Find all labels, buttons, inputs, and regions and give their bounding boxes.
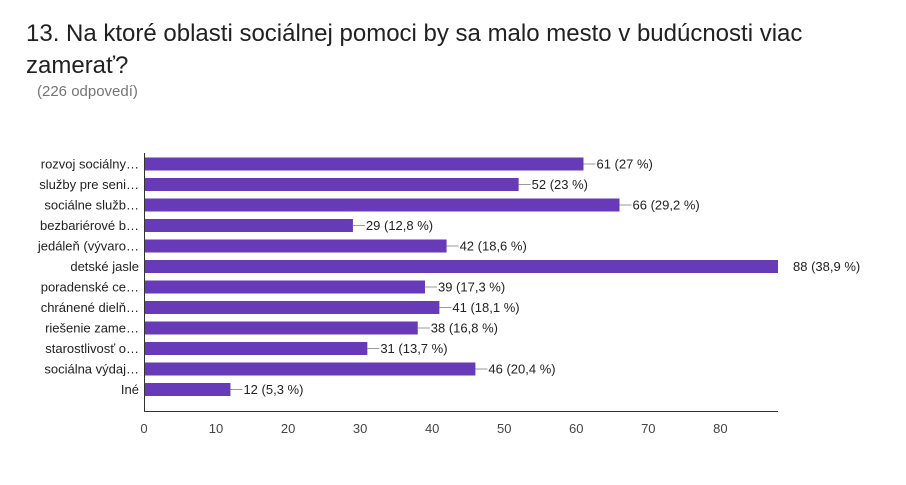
data-label: 29 (12,8 %) <box>366 218 433 233</box>
data-label: 42 (18,6 %) <box>460 239 527 254</box>
x-tick-label: 80 <box>713 421 727 436</box>
bar <box>144 157 584 171</box>
x-tick-label: 10 <box>209 421 223 436</box>
question-title: 13. Na ktoré oblasti sociálnej pomoci by… <box>26 20 803 79</box>
x-tick-label: 70 <box>641 421 655 436</box>
category-label: chránené dielň… <box>41 300 139 315</box>
category-label: jedáleň (vývaro… <box>37 239 139 254</box>
data-label: 52 (23 %) <box>532 177 588 192</box>
category-label: riešenie zame… <box>45 321 139 336</box>
x-tick-label: 30 <box>353 421 367 436</box>
category-label: rozvoj sociálny… <box>41 157 139 172</box>
category-label: Iné <box>121 382 139 397</box>
response-count: (226 odpovedí) <box>37 83 138 100</box>
data-label: 39 (17,3 %) <box>438 280 505 295</box>
category-label: starostlivosť o… <box>45 341 139 356</box>
category-label: sociálne služb… <box>44 198 139 213</box>
category-label: služby pre seni… <box>39 177 139 192</box>
data-label: 41 (18,1 %) <box>452 300 519 315</box>
bar <box>144 301 440 314</box>
x-tick-label: 60 <box>569 421 583 436</box>
bar <box>144 198 620 212</box>
data-label: 12 (5,3 %) <box>243 382 303 397</box>
category-label: detské jasle <box>70 259 139 274</box>
x-tick-label: 40 <box>425 421 439 436</box>
x-tick-label: 0 <box>140 421 147 436</box>
bar <box>144 362 476 376</box>
bar <box>144 260 778 273</box>
data-label: 61 (27 %) <box>596 157 652 172</box>
bar <box>144 342 368 355</box>
bar <box>144 321 418 335</box>
bar <box>144 280 425 294</box>
bar <box>144 383 231 396</box>
bar <box>144 239 447 253</box>
category-label: poradenské ce… <box>41 280 139 295</box>
category-label: bezbariérové b… <box>40 218 139 233</box>
data-label: 66 (29,2 %) <box>633 198 700 213</box>
bar <box>144 178 519 191</box>
data-label: 38 (16,8 %) <box>431 321 498 336</box>
bar <box>144 219 353 232</box>
x-tick-label: 20 <box>281 421 295 436</box>
category-label: sociálna výdaj… <box>44 362 139 377</box>
data-label: 46 (20,4 %) <box>488 362 555 377</box>
data-label: 88 (38,9 %) <box>793 259 860 274</box>
x-tick-label: 50 <box>497 421 511 436</box>
data-label: 31 (13,7 %) <box>380 341 447 356</box>
